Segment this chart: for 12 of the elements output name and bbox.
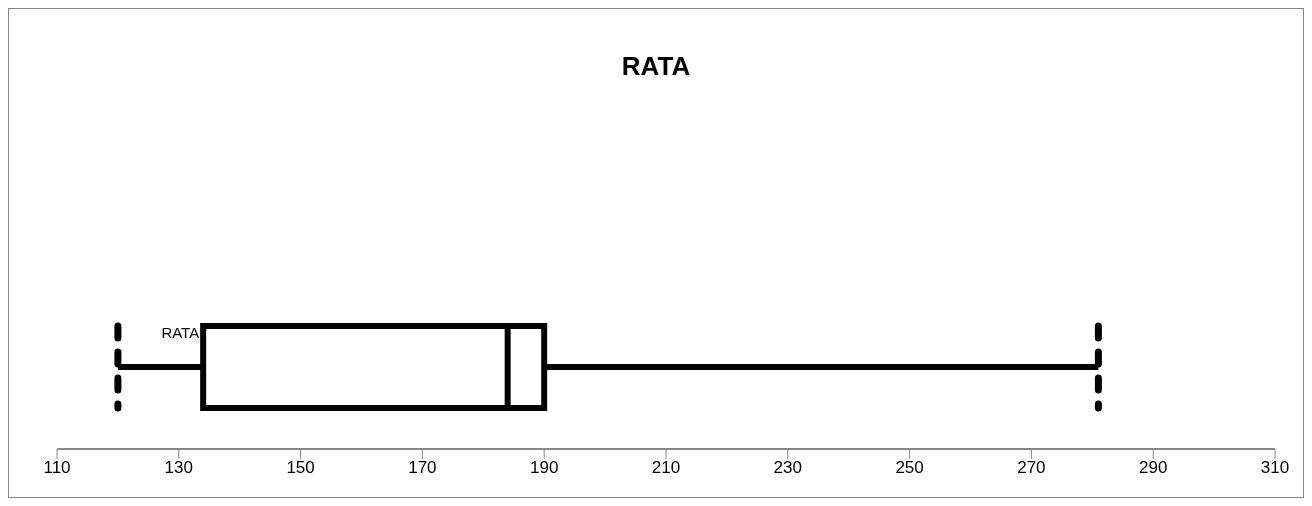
x-tick-label: 150	[286, 458, 315, 478]
x-tick-label: 310	[1260, 458, 1290, 478]
x-tick-label: 130	[164, 458, 193, 478]
x-tick-label: 210	[651, 458, 681, 478]
x-tick-label: 270	[1017, 458, 1046, 478]
chart-title: RATA	[620, 51, 692, 82]
x-tick-label: 250	[895, 458, 924, 478]
x-tick-label: 290	[1139, 458, 1168, 478]
x-tick-label: 110	[43, 458, 71, 478]
x-tick-label: 170	[408, 458, 437, 478]
x-tick-label: 190	[530, 458, 559, 478]
x-tick-label: 230	[773, 458, 802, 478]
